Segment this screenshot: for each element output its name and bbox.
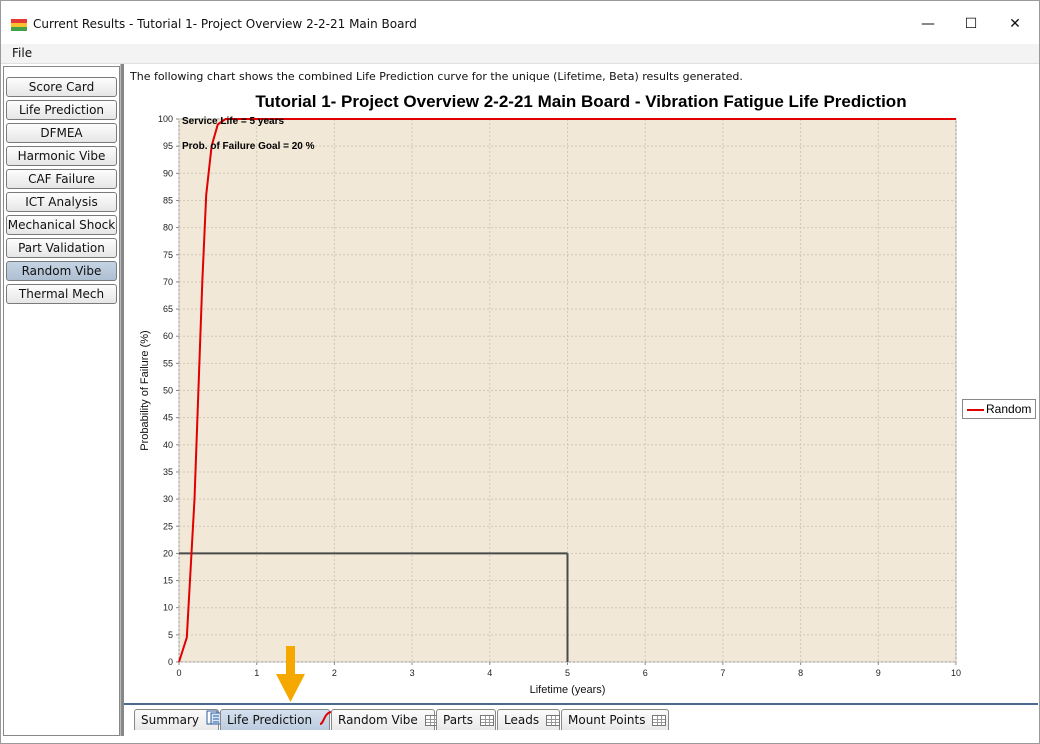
y-tick-label: 65	[163, 304, 173, 314]
life-prediction-chart: 0 1 2 3 4 5 6 7 8 9 100510152025303540455055606570…	[139, 114, 961, 696]
sidebar-item-ict-analysis[interactable]: ICT Analysis	[6, 192, 117, 212]
close-button[interactable]: ✕	[1009, 16, 1021, 32]
splitter[interactable]	[120, 64, 124, 736]
y-tick-label: 55	[163, 358, 173, 368]
y-tick-label: 80	[163, 223, 173, 233]
tab-life-prediction[interactable]: Life Prediction	[220, 709, 333, 731]
tab-summary[interactable]: Summary	[134, 709, 222, 730]
menu-file[interactable]: File	[12, 46, 33, 60]
sidebar-item-score-card[interactable]: Score Card	[6, 77, 117, 97]
series-line-random	[178, 118, 956, 663]
menu-bar: File	[1, 44, 1039, 64]
x-axis-label: Lifetime (years)	[530, 684, 606, 696]
x-tick-label: 8	[798, 668, 803, 678]
annotation-failure-goal: Prob. of Failure Goal = 20 %	[182, 141, 315, 152]
y-tick-label: 0	[168, 657, 173, 667]
y-tick-label: 40	[163, 440, 173, 450]
tab-mount-points-label: Mount Points	[568, 713, 646, 727]
bottom-tab-strip: Summary Life Prediction Random Vibe Part…	[124, 706, 1038, 734]
y-tick-label: 5	[168, 630, 173, 640]
sidebar-item-random-vibe[interactable]: Random Vibe	[6, 261, 117, 281]
x-tick-label: 5	[565, 668, 570, 678]
sidebar-item-part-validation[interactable]: Part Validation	[6, 238, 117, 258]
y-tick-label: 10	[163, 603, 173, 613]
annotation-service-life: Service Life = 5 years	[182, 116, 284, 127]
x-tick-label: 0	[176, 668, 181, 678]
y-tick-label: 70	[163, 277, 173, 287]
sidebar-item-mechanical-shock[interactable]: Mechanical Shock	[6, 215, 117, 235]
chart-description: The following chart shows the combined L…	[130, 70, 743, 83]
callout-arrow-icon	[276, 646, 305, 702]
sidebar-item-dfmea[interactable]: DFMEA	[6, 123, 117, 143]
y-tick-label: 100	[158, 114, 173, 124]
tab-divider	[124, 703, 1038, 705]
legend-label-random: Random	[986, 402, 1032, 416]
maximize-button[interactable]: ☐	[964, 16, 978, 32]
tab-random-vibe-label: Random Vibe	[338, 713, 418, 727]
chart-title: Tutorial 1- Project Overview 2-2-21 Main…	[255, 92, 907, 111]
curve-icon	[319, 710, 333, 731]
sidebar: Score Card Life Prediction DFMEA Harmoni…	[3, 66, 120, 736]
tab-parts-label: Parts	[443, 713, 473, 727]
y-tick-label: 20	[163, 548, 173, 558]
sidebar-item-caf-failure[interactable]: CAF Failure	[6, 169, 117, 189]
title-bar: Current Results - Tutorial 1- Project Ov…	[1, 1, 1039, 41]
y-tick-label: 60	[163, 331, 173, 341]
y-tick-label: 90	[163, 168, 173, 178]
x-tick-label: 2	[332, 668, 337, 678]
y-tick-label: 85	[163, 195, 173, 205]
sidebar-item-life-prediction[interactable]: Life Prediction	[6, 100, 117, 120]
tab-random-vibe[interactable]: Random Vibe	[331, 709, 439, 730]
tab-summary-label: Summary	[141, 713, 199, 727]
legend-swatch-random	[967, 409, 984, 411]
tab-mount-points[interactable]: Mount Points	[561, 709, 669, 730]
y-tick-label: 75	[163, 250, 173, 260]
y-axis-label: Probability of Failure (%)	[139, 330, 151, 450]
x-tick-label: 3	[410, 668, 415, 678]
x-tick-label: 6	[643, 668, 648, 678]
x-tick-label: 1	[254, 668, 259, 678]
app-logo-icon	[11, 19, 27, 31]
minimize-button[interactable]: —	[921, 16, 935, 32]
x-tick-label: 7	[720, 668, 725, 678]
sidebar-item-harmonic-vibe[interactable]: Harmonic Vibe	[6, 146, 117, 166]
tab-life-prediction-label: Life Prediction	[227, 713, 313, 727]
y-tick-label: 35	[163, 467, 173, 477]
tab-parts[interactable]: Parts	[436, 709, 496, 730]
grid-icon	[545, 715, 560, 726]
y-tick-label: 50	[163, 386, 173, 396]
y-tick-label: 45	[163, 413, 173, 423]
grid-icon	[652, 715, 667, 726]
window-title: Current Results - Tutorial 1- Project Ov…	[33, 17, 417, 31]
tab-leads-label: Leads	[504, 713, 540, 727]
x-tick-label: 9	[876, 668, 881, 678]
y-tick-label: 15	[163, 576, 173, 586]
tab-leads[interactable]: Leads	[497, 709, 560, 730]
grid-icon	[479, 715, 494, 726]
x-tick-label: 4	[487, 668, 492, 678]
y-tick-label: 95	[163, 141, 173, 151]
x-tick-label: 10	[951, 668, 961, 678]
y-tick-label: 30	[163, 494, 173, 504]
chart-legend: Random	[962, 399, 1036, 419]
y-tick-label: 25	[163, 521, 173, 531]
sidebar-item-thermal-mech[interactable]: Thermal Mech	[6, 284, 117, 304]
